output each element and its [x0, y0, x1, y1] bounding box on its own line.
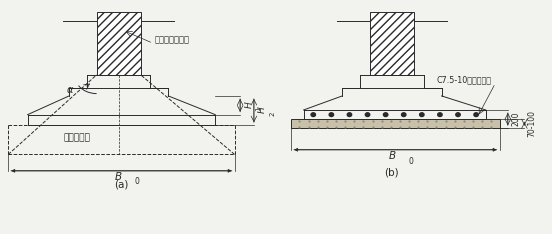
Circle shape: [456, 113, 460, 117]
Circle shape: [384, 113, 388, 117]
Text: 1: 1: [255, 106, 261, 111]
Text: 钢筋混凝土基础: 钢筋混凝土基础: [155, 35, 189, 44]
Text: 混凝土基础: 混凝土基础: [64, 133, 91, 143]
Circle shape: [311, 113, 316, 117]
Circle shape: [365, 113, 370, 117]
Text: B: B: [389, 151, 396, 161]
Polygon shape: [291, 119, 500, 128]
Polygon shape: [97, 12, 141, 75]
Text: 2: 2: [269, 112, 275, 116]
Circle shape: [474, 113, 478, 117]
Circle shape: [329, 113, 333, 117]
Polygon shape: [370, 12, 414, 75]
Text: 200: 200: [511, 112, 520, 126]
Text: α: α: [67, 85, 73, 95]
Circle shape: [347, 113, 352, 117]
Circle shape: [401, 113, 406, 117]
Circle shape: [420, 113, 424, 117]
Text: 0: 0: [134, 177, 139, 186]
Text: B: B: [115, 172, 122, 182]
Text: H: H: [258, 106, 267, 113]
Text: 70-100: 70-100: [528, 110, 537, 137]
Text: H: H: [244, 101, 253, 107]
Text: C7.5-10混凝土垫层: C7.5-10混凝土垫层: [436, 75, 491, 84]
Text: (b): (b): [385, 168, 399, 178]
Text: (a): (a): [114, 179, 129, 189]
Text: 0: 0: [408, 157, 413, 166]
Circle shape: [438, 113, 442, 117]
